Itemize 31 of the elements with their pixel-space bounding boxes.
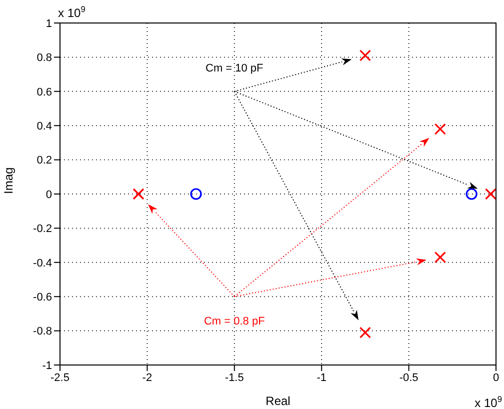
y-tick-label: -0.4 — [33, 257, 52, 270]
x-tick-label: -1.5 — [224, 372, 244, 384]
point — [434, 251, 446, 264]
y-tick-label: 0.2 — [36, 154, 52, 167]
y-tick-label: 0 — [46, 188, 52, 201]
x-axis-title: Real — [266, 394, 290, 408]
y-tick-label: 0.6 — [36, 86, 52, 98]
point — [359, 326, 371, 338]
x-tick-label: -0.5 — [399, 372, 418, 384]
x-tick-label: -1 — [316, 372, 326, 384]
y-tick-label: 0.8 — [36, 52, 52, 64]
point — [484, 188, 496, 200]
point — [190, 188, 202, 200]
y-tick-label: -0.2 — [33, 223, 52, 236]
x-tick-label: 0 — [492, 372, 500, 384]
annotation: Cm = 10 pF — [206, 62, 264, 74]
point — [359, 50, 371, 62]
point — [132, 188, 144, 200]
point — [466, 188, 478, 200]
y-tick-label: -0.8 — [33, 326, 52, 338]
x-tick-label: -2.5 — [50, 372, 70, 384]
y-tick-label: 1 — [46, 18, 52, 30]
text: x 10$^{9}$ — [58, 4, 86, 20]
point — [434, 123, 446, 135]
y-tick-label: -1 — [42, 360, 52, 372]
y-tick-label: -0.6 — [33, 292, 52, 304]
text: x 10$^{9}$ — [474, 394, 502, 409]
annotation: Cm = 0.8 pF — [204, 316, 266, 328]
x-tick-label: -2 — [142, 372, 152, 384]
y-tick-label: 0.4 — [36, 120, 52, 133]
y-axis-title: Imag — [1, 167, 16, 194]
